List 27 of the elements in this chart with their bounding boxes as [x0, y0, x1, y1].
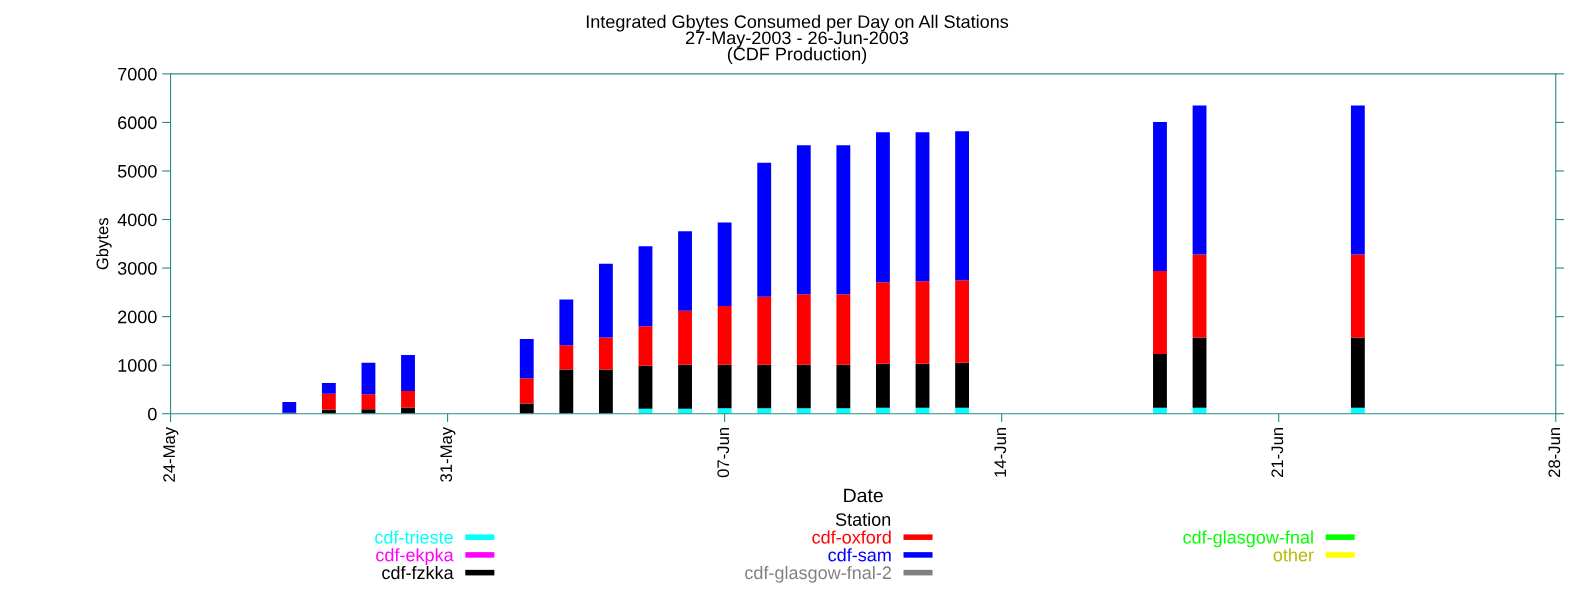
- chart-subtitle: 27-May-2003 - 26-Jun-2003 (CDF Production): [686, 31, 909, 64]
- legend-label: cdf-sam: [828, 548, 891, 562]
- x-tick-label: 31-May: [440, 426, 456, 482]
- y-tick-label: 6000: [118, 116, 157, 130]
- legend-label: cdf-ekpka: [376, 548, 454, 565]
- y-tick-label: 4000: [117, 213, 157, 227]
- x-tick-label: 28-Jun: [1548, 427, 1561, 478]
- y-tick-label: 0: [148, 407, 157, 421]
- y-tick-label: 2000: [118, 310, 157, 324]
- y-axis-title: Gbytes: [96, 217, 112, 270]
- x-tick-label: 07-Jun: [717, 427, 730, 478]
- chart-title: Integrated Gbytes Consumed per Day on All Stations: [586, 14, 1009, 32]
- legend-label: other: [1273, 548, 1314, 562]
- x-tick-label: 24-May: [163, 426, 179, 482]
- legend-label: cdf-fzkka: [382, 565, 454, 580]
- y-tick-label: 5000: [117, 164, 157, 178]
- legend-label: cdf-oxford: [812, 530, 891, 544]
- y-tick-label: 7000: [118, 67, 157, 81]
- x-tick-label: 14-Jun: [994, 427, 1007, 477]
- legend-label: cdf-glasgow-fnal: [1183, 530, 1313, 548]
- x-tick-label: 21-Jun: [1271, 427, 1284, 478]
- legend-title: Station: [835, 512, 891, 526]
- legend-label: cdf-trieste: [375, 530, 453, 544]
- legend-label: cdf-glasgow-fnal-2: [745, 565, 891, 583]
- x-axis-title: Date: [844, 488, 883, 503]
- y-tick-label: 3000: [117, 262, 157, 275]
- y-tick-label: 1000: [118, 359, 157, 372]
